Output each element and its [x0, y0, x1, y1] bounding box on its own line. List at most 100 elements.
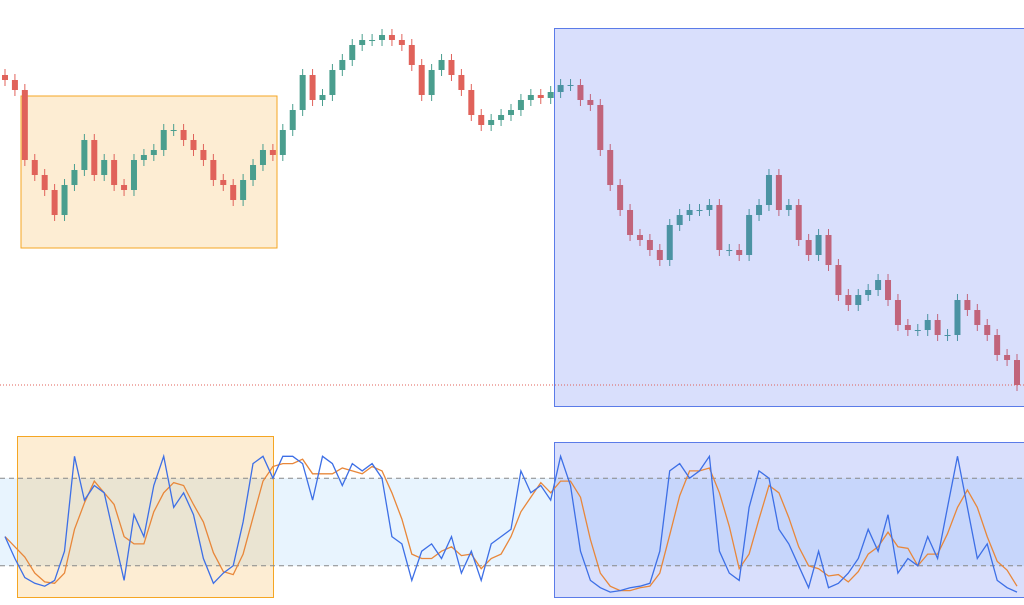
- candle-body: [121, 185, 128, 190]
- candle-body: [517, 100, 524, 110]
- candle-body: [746, 215, 753, 255]
- candle-body: [71, 170, 78, 185]
- candle-body: [825, 235, 832, 265]
- candle-body: [448, 60, 455, 75]
- candle-body: [329, 70, 336, 95]
- candle-body: [250, 165, 257, 180]
- candle-body: [726, 250, 733, 251]
- candle-body: [894, 300, 901, 325]
- candle-body: [617, 185, 624, 210]
- candle-body: [815, 235, 822, 255]
- candle-body: [696, 210, 703, 211]
- candle-body: [190, 140, 197, 150]
- candle-body: [686, 210, 693, 215]
- candle-body: [81, 140, 88, 170]
- candle-body: [765, 175, 772, 205]
- candle-body: [408, 45, 415, 65]
- candle-body: [914, 330, 921, 331]
- candle-body: [508, 110, 514, 115]
- candle-body: [11, 80, 18, 90]
- candle-body: [150, 150, 157, 155]
- candle-body: [587, 100, 594, 105]
- candle-body: [21, 90, 28, 160]
- candle-body: [835, 265, 842, 295]
- candle-body: [736, 250, 743, 255]
- candle-body: [259, 150, 266, 165]
- candle-body: [666, 225, 673, 260]
- candle-body: [101, 160, 108, 175]
- candle-body: [1004, 355, 1011, 360]
- candle-body: [974, 310, 981, 325]
- candle-body: [984, 325, 991, 335]
- range-box: [17, 436, 274, 598]
- candle-body: [240, 180, 247, 200]
- candle-body: [289, 110, 296, 130]
- candle-body: [488, 120, 495, 125]
- candle-body: [885, 280, 892, 300]
- candle-body: [2, 75, 8, 80]
- candle-body: [279, 130, 286, 155]
- candle-body: [309, 75, 316, 100]
- candle-body: [41, 175, 48, 190]
- candle-body: [944, 335, 951, 336]
- candle-body: [994, 335, 1001, 355]
- candle-body: [31, 160, 38, 175]
- candle-body: [845, 295, 852, 305]
- candle-body: [527, 95, 534, 100]
- candle-body: [388, 35, 395, 40]
- candle-body: [379, 35, 386, 40]
- candle-body: [577, 85, 584, 100]
- candle-body: [428, 70, 435, 95]
- candle-body: [954, 300, 961, 335]
- candle-body: [438, 60, 445, 70]
- candle-body: [805, 240, 812, 255]
- range-box: [20, 95, 278, 249]
- candle-body: [756, 205, 763, 215]
- candle-body: [210, 160, 217, 180]
- candle-body: [855, 295, 862, 305]
- range-box: [554, 28, 1024, 407]
- candle-body: [418, 65, 425, 95]
- candle-body: [130, 160, 137, 190]
- candle-body: [597, 105, 604, 150]
- candle-body: [547, 92, 554, 98]
- candle-body: [656, 250, 663, 260]
- candle-body: [269, 150, 276, 155]
- candle-body: [904, 325, 911, 330]
- candle-body: [180, 130, 187, 140]
- candle-body: [795, 205, 802, 240]
- candle-body: [785, 205, 792, 210]
- candle-body: [775, 175, 782, 210]
- candle-body: [468, 90, 475, 115]
- candle-body: [319, 95, 326, 100]
- candle-body: [349, 45, 356, 60]
- candles: [2, 29, 1020, 391]
- candle-body: [716, 205, 723, 250]
- candle-body: [91, 140, 98, 175]
- candle-body: [458, 75, 465, 90]
- candle-body: [875, 280, 882, 290]
- candle-body: [964, 300, 971, 310]
- oscillator-line: [4, 453, 1018, 593]
- candle-body: [170, 130, 177, 131]
- candle-body: [865, 290, 872, 295]
- candle-body: [220, 180, 227, 185]
- candle-body: [140, 155, 147, 160]
- candle-body: [111, 160, 118, 185]
- candle-body: [230, 185, 237, 200]
- candle-body: [607, 150, 614, 185]
- candle-body: [1014, 360, 1020, 385]
- candle-body: [299, 75, 306, 110]
- candle-body: [61, 185, 68, 215]
- candle-body: [627, 210, 634, 235]
- candle-body: [369, 40, 376, 41]
- candle-body: [924, 320, 931, 330]
- candle-body: [567, 85, 574, 86]
- candle-body: [339, 60, 346, 70]
- candle-body: [646, 240, 653, 250]
- oscillator-line: [4, 458, 1018, 592]
- candle-body: [498, 115, 505, 120]
- candle-body: [398, 40, 405, 45]
